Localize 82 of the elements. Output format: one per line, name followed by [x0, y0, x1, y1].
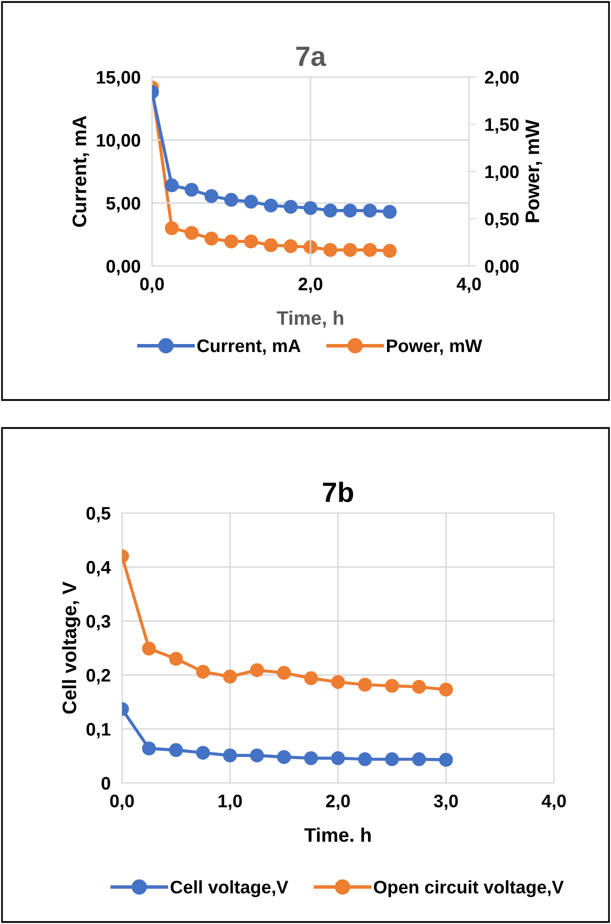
point	[224, 192, 238, 207]
point	[343, 204, 358, 218]
point	[358, 678, 372, 692]
point	[204, 189, 218, 204]
legend-label: Power, mW	[387, 340, 482, 355]
point	[223, 748, 237, 762]
y2-tick-label: 0,50	[484, 212, 519, 228]
point	[304, 751, 318, 766]
y2-axis-title: Power, mW	[526, 120, 542, 222]
point	[244, 234, 258, 248]
legend-label: Cell voltage,V	[170, 880, 288, 898]
point	[277, 750, 291, 764]
y-tick-label: 0,3	[86, 614, 110, 630]
point	[331, 675, 345, 689]
y-axis-title: Cell voltage, V	[62, 582, 80, 714]
point	[204, 232, 218, 246]
point	[439, 752, 453, 767]
point	[284, 200, 298, 214]
point	[196, 664, 210, 679]
point	[412, 752, 426, 766]
y-tick-label: 15,00	[96, 70, 140, 86]
point	[304, 671, 318, 686]
point	[196, 746, 210, 760]
point	[244, 194, 258, 209]
x-tick-label: 2,0	[326, 794, 350, 810]
point	[264, 198, 278, 212]
point	[323, 204, 338, 218]
point	[169, 743, 183, 758]
y-tick-label: 10,00	[96, 134, 140, 150]
y-tick-label: 0,5	[86, 506, 110, 522]
legend-label: Open circuit voltage,V	[374, 880, 564, 898]
x-tick-label: 1,0	[218, 794, 242, 810]
y-axis-title: Current, mA	[72, 116, 90, 227]
point	[304, 240, 318, 254]
point	[264, 238, 278, 252]
point	[250, 748, 264, 762]
chart-title: 7b	[322, 482, 354, 502]
x-axis-title: Time, h	[276, 310, 344, 328]
x-tick-label: 2,0	[298, 278, 322, 293]
y2-tick-label: 0,00	[484, 260, 519, 276]
point	[224, 234, 238, 248]
point	[362, 242, 377, 257]
point	[343, 242, 358, 257]
x-tick-label: 4,0	[542, 794, 566, 810]
x-axis-title: Time. h	[304, 828, 371, 842]
x-tick-label: 0,0	[110, 794, 134, 810]
point	[169, 652, 183, 666]
point	[412, 680, 426, 694]
x-tick-label: 0,0	[140, 278, 164, 293]
y2-tick-label: 1,50	[485, 118, 519, 134]
point	[164, 221, 179, 236]
y-tick-label: 0,2	[86, 668, 110, 684]
x-tick-label: 4,0	[456, 278, 481, 293]
point	[323, 242, 338, 257]
point	[385, 752, 399, 766]
point	[250, 663, 264, 678]
y-tick-label: 0,00	[106, 260, 140, 276]
x-tick-label: 3,0	[434, 794, 458, 810]
point	[142, 741, 156, 756]
point	[331, 751, 345, 766]
point	[382, 204, 397, 219]
point	[362, 204, 377, 218]
point	[184, 226, 199, 240]
point	[277, 666, 291, 680]
point	[358, 752, 372, 766]
y-tick-label: 0,4	[86, 560, 111, 576]
y-tick-label: 0	[102, 776, 110, 790]
point	[439, 682, 453, 697]
legend-label: Current, mA	[197, 339, 300, 355]
point	[382, 244, 397, 258]
y-tick-label: 0,1	[86, 722, 110, 738]
point	[142, 642, 156, 656]
y-tick-label: 5,00	[106, 196, 140, 212]
point	[284, 239, 298, 254]
point	[304, 201, 318, 215]
point	[223, 670, 237, 684]
point	[164, 178, 179, 192]
chart-title: 7a	[296, 46, 326, 66]
y2-tick-label: 2,00	[484, 70, 519, 86]
point	[184, 182, 199, 197]
point	[385, 678, 399, 693]
y2-tick-label: 1,00	[485, 165, 519, 181]
